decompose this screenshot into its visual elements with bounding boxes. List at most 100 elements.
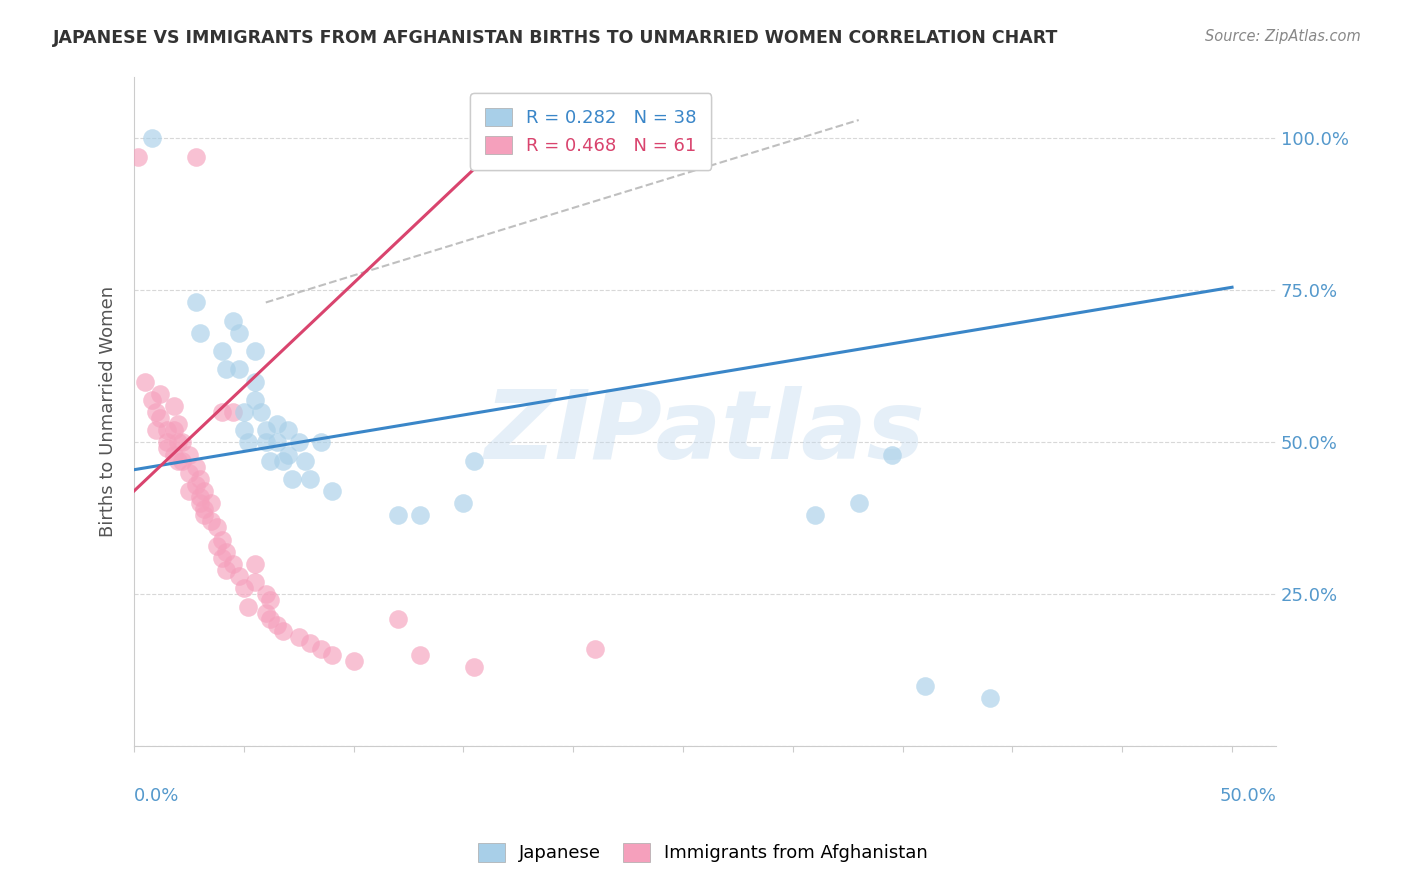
Point: [232, 582, 254, 596]
Point: [193, 508, 215, 523]
Point: [177, 466, 200, 480]
Point: [156, 423, 179, 437]
Point: [298, 472, 321, 486]
Point: [254, 587, 277, 601]
Point: [188, 496, 211, 510]
Legend: R = 0.282   N = 38, R = 0.468   N = 61: R = 0.282 N = 38, R = 0.468 N = 61: [471, 93, 711, 169]
Point: [259, 612, 281, 626]
Point: [277, 448, 299, 462]
Text: ZIPatlas: ZIPatlas: [485, 385, 925, 478]
Point: [211, 344, 233, 359]
Point: [232, 405, 254, 419]
Point: [804, 508, 827, 523]
Point: [167, 417, 190, 431]
Point: [193, 483, 215, 498]
Point: [162, 448, 184, 462]
Point: [167, 435, 190, 450]
Point: [228, 569, 250, 583]
Point: [222, 405, 245, 419]
Point: [259, 453, 281, 467]
Point: [222, 314, 245, 328]
Point: [321, 648, 343, 663]
Point: [215, 563, 238, 577]
Point: [200, 515, 222, 529]
Point: [156, 435, 179, 450]
Point: [259, 593, 281, 607]
Point: [250, 405, 273, 419]
Point: [266, 435, 288, 450]
Point: [167, 453, 190, 467]
Point: [238, 435, 260, 450]
Point: [254, 423, 277, 437]
Point: [177, 448, 200, 462]
Point: [321, 483, 343, 498]
Point: [149, 411, 172, 425]
Point: [232, 423, 254, 437]
Point: [127, 149, 149, 163]
Point: [281, 472, 304, 486]
Point: [177, 483, 200, 498]
Point: [343, 654, 366, 668]
Point: [880, 448, 903, 462]
Point: [184, 295, 207, 310]
Point: [287, 435, 309, 450]
Point: [298, 636, 321, 650]
Point: [149, 386, 172, 401]
Point: [463, 453, 485, 467]
Point: [184, 459, 207, 474]
Point: [387, 612, 409, 626]
Point: [188, 472, 211, 486]
Point: [463, 660, 485, 674]
Point: [583, 642, 606, 657]
Point: [238, 599, 260, 614]
Point: [141, 392, 163, 407]
Point: [215, 362, 238, 376]
Point: [243, 375, 266, 389]
Point: [294, 453, 316, 467]
Point: [243, 344, 266, 359]
Point: [211, 405, 233, 419]
Point: [848, 496, 870, 510]
Point: [243, 575, 266, 590]
Point: [254, 435, 277, 450]
Point: [387, 508, 409, 523]
Point: [156, 442, 179, 456]
Text: JAPANESE VS IMMIGRANTS FROM AFGHANISTAN BIRTHS TO UNMARRIED WOMEN CORRELATION CH: JAPANESE VS IMMIGRANTS FROM AFGHANISTAN …: [53, 29, 1059, 46]
Point: [243, 557, 266, 571]
Point: [309, 642, 332, 657]
Point: [141, 131, 163, 145]
Point: [188, 490, 211, 504]
Point: [215, 545, 238, 559]
Point: [207, 539, 229, 553]
Point: [287, 630, 309, 644]
Point: [266, 617, 288, 632]
Point: [145, 405, 167, 419]
Point: [162, 399, 184, 413]
Text: 0.0%: 0.0%: [134, 787, 180, 805]
Point: [184, 478, 207, 492]
Point: [979, 690, 1001, 705]
Text: 50.0%: 50.0%: [1219, 787, 1277, 805]
Point: [222, 557, 245, 571]
Point: [228, 326, 250, 340]
Point: [254, 606, 277, 620]
Point: [172, 435, 194, 450]
Point: [211, 533, 233, 547]
Y-axis label: Births to Unmarried Women: Births to Unmarried Women: [100, 286, 117, 538]
Point: [200, 496, 222, 510]
Point: [266, 417, 288, 431]
Text: Source: ZipAtlas.com: Source: ZipAtlas.com: [1205, 29, 1361, 44]
Point: [228, 362, 250, 376]
Legend: Japanese, Immigrants from Afghanistan: Japanese, Immigrants from Afghanistan: [471, 836, 935, 870]
Point: [243, 392, 266, 407]
Point: [277, 423, 299, 437]
Point: [162, 423, 184, 437]
Point: [453, 496, 475, 510]
Point: [914, 679, 936, 693]
Point: [145, 423, 167, 437]
Point: [207, 520, 229, 534]
Point: [408, 648, 430, 663]
Point: [134, 375, 156, 389]
Point: [188, 326, 211, 340]
Point: [309, 435, 332, 450]
